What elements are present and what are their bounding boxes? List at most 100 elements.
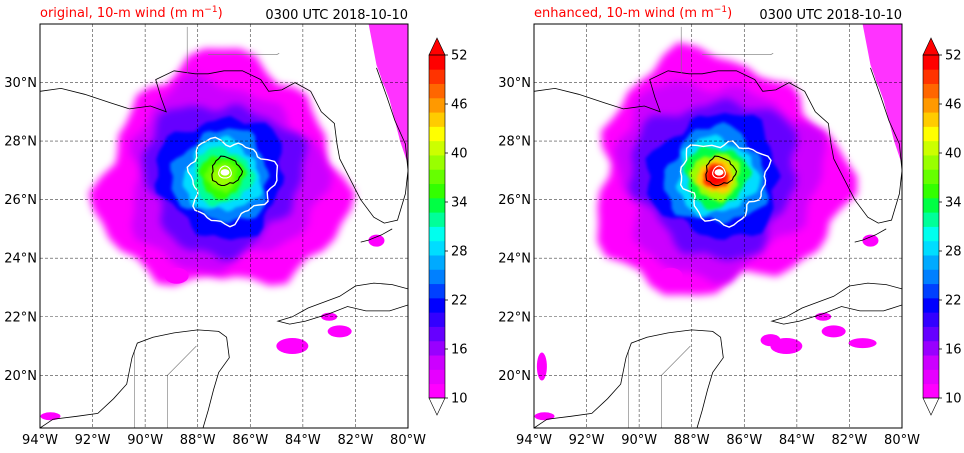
colorbar-tick-label: 28 <box>945 245 962 260</box>
colorbar-bin <box>429 326 445 342</box>
colorbar: 10 16 22 28 34 40 46 52 <box>922 37 962 416</box>
colorbar-tick-label: 16 <box>451 343 468 358</box>
colorbar-bin <box>923 297 939 313</box>
longitude-tick-label: 82°W <box>337 433 373 448</box>
colorbar-bin <box>429 212 445 227</box>
colorbar-bin <box>923 369 939 385</box>
colorbar-bin <box>429 55 445 70</box>
wind-contour-line <box>211 155 244 187</box>
wind-patch <box>40 412 61 421</box>
longitude-tick-label: 82°W <box>831 433 867 448</box>
colorbar-tick-label: 10 <box>451 392 468 407</box>
colorbar-extend-min <box>428 397 446 416</box>
latitude-labels: 20°N 22°N 24°N 26°N 28°N 30°N <box>4 76 37 384</box>
wind-patch <box>821 325 846 338</box>
colorbar-bin <box>429 369 445 385</box>
panel-title-left: enhanced, 10-m wind (m m−1) <box>534 5 732 21</box>
longitude-tick-label: 80°W <box>884 433 920 448</box>
colorbar-bin <box>429 69 445 84</box>
colorbar-bin <box>429 197 445 213</box>
map-area <box>534 24 902 428</box>
panel-title-time: 0300 UTC 2018-10-10 <box>265 8 408 23</box>
panel-enhanced: enhanced, 10-m wind (m m−1) 0300 UTC 201… <box>498 5 961 448</box>
colorbar-bin <box>923 155 939 170</box>
colorbar-tick-label: 22 <box>451 294 468 309</box>
wind-contour-line <box>712 165 726 179</box>
wind-patch <box>848 338 877 349</box>
storm-eye <box>220 169 230 176</box>
colorbar-bin <box>429 97 445 113</box>
colorbar-bin <box>429 112 445 127</box>
longitude-tick-label: 92°W <box>569 433 605 448</box>
map-frame <box>533 23 903 429</box>
colorbar-bin <box>923 240 939 256</box>
graticule <box>40 24 408 428</box>
wind-contour-line <box>705 155 738 187</box>
colorbar-bin <box>429 269 445 285</box>
wind-patch <box>368 24 408 165</box>
colorbar-bin <box>923 312 939 327</box>
panel-original: original, 10-m wind (m m−1) 0300 UTC 201… <box>4 5 467 448</box>
colorbar-extend-min <box>922 397 940 416</box>
coastline <box>534 67 902 224</box>
colorbar-bin <box>923 140 939 156</box>
wind-contour-line <box>186 136 279 228</box>
wind-contour-line <box>218 165 232 179</box>
latitude-tick-label: 20°N <box>4 369 37 384</box>
colorbar-bin <box>923 183 939 199</box>
wind-contour-line <box>679 140 772 228</box>
colorbar-bin <box>429 169 445 185</box>
wind-patch <box>536 352 547 381</box>
longitude-tick-label: 80°W <box>390 433 426 448</box>
longitude-tick-label: 86°W <box>726 433 762 448</box>
colorbar-bin <box>923 197 939 213</box>
panel-title-time: 0300 UTC 2018-10-10 <box>759 8 902 23</box>
storm-eye <box>714 169 724 176</box>
colorbar-extend-max <box>428 37 446 56</box>
colorbar-bin <box>923 69 939 84</box>
coastline-cuba <box>770 282 902 325</box>
colorbar-bin <box>923 55 939 70</box>
latitude-tick-label: 30°N <box>498 76 531 91</box>
longitude-tick-label: 88°W <box>674 433 710 448</box>
colorbar-bin <box>923 383 939 399</box>
political-border <box>208 53 280 55</box>
colorbar-tick-label: 16 <box>945 343 962 358</box>
coastline <box>360 228 393 243</box>
political-border <box>702 53 774 55</box>
latitude-tick-label: 28°N <box>4 135 37 150</box>
latitude-tick-label: 26°N <box>4 193 37 208</box>
colorbar-tick-label: 22 <box>945 294 962 309</box>
longitude-tick-label: 88°W <box>180 433 216 448</box>
longitude-tick-label: 90°W <box>621 433 657 448</box>
colorbar-bin <box>923 355 939 370</box>
wind-patch <box>164 267 189 284</box>
colorbar-bin <box>429 297 445 313</box>
colorbar-bin <box>429 183 445 199</box>
wind-patch <box>862 234 879 247</box>
coastline-cuba <box>276 282 408 325</box>
latitude-tick-label: 20°N <box>498 369 531 384</box>
colorbar-bin <box>429 383 445 399</box>
wind-patch <box>327 325 352 338</box>
colorbar-bin <box>429 126 445 142</box>
longitude-tick-label: 84°W <box>779 433 815 448</box>
colorbar-tick-label: 52 <box>451 49 468 64</box>
latitude-tick-label: 26°N <box>498 193 531 208</box>
colorbar-tick-label: 40 <box>945 147 962 162</box>
wind-patch <box>368 234 385 247</box>
colorbar-bin <box>923 169 939 185</box>
wind-field <box>40 24 408 421</box>
colorbar-bin <box>923 97 939 113</box>
panel-title-left: original, 10-m wind (m m−1) <box>40 5 223 21</box>
colorbar-bin <box>429 312 445 327</box>
colorbar-bin <box>429 340 445 356</box>
wind-patch <box>760 334 781 347</box>
map-frame <box>39 23 409 429</box>
wind-field <box>534 24 902 421</box>
colorbar-tick-label: 10 <box>945 392 962 407</box>
colorbar-bin <box>923 283 939 299</box>
political-border <box>167 345 197 428</box>
wind-patch <box>276 338 309 355</box>
